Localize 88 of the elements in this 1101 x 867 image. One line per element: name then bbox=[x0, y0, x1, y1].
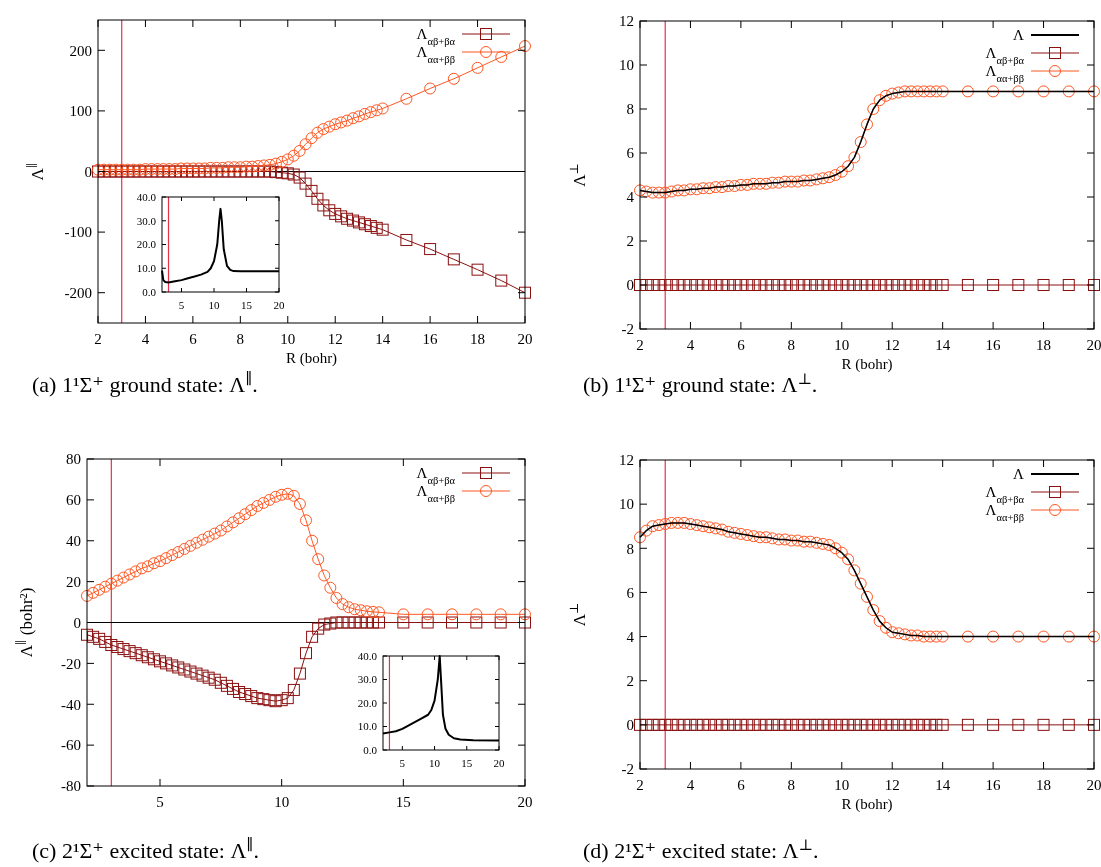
x-tick-label: 18 bbox=[470, 331, 486, 347]
y-tick-label: -80 bbox=[61, 778, 81, 795]
y-tick-label: 12 bbox=[619, 13, 634, 30]
y-tick-label: -2 bbox=[621, 761, 634, 778]
y-tick-label: -60 bbox=[61, 737, 81, 754]
y-tick-label: 30.0 bbox=[136, 214, 157, 227]
y-tick-label: -2 bbox=[621, 321, 634, 338]
x-tick-label: 8 bbox=[236, 331, 245, 347]
text: (b) 1¹Σ⁺ ground state: Λ$^{⊥}$. bbox=[583, 369, 818, 397]
x-tick-label: 12 bbox=[884, 777, 900, 793]
y-tick-label: 4 bbox=[626, 628, 635, 645]
x-tick-label: 16 bbox=[422, 331, 439, 347]
x-tick-label: 14 bbox=[935, 777, 951, 793]
y-tick-label: 80 bbox=[66, 451, 81, 468]
x-tick-label: 6 bbox=[737, 777, 746, 793]
y-tick-label: 8 bbox=[626, 540, 634, 557]
y-tick-label: 0 bbox=[73, 614, 81, 631]
x-tick-label: 10 bbox=[429, 757, 441, 769]
y-tick-label: -20 bbox=[61, 655, 81, 672]
y-tick-label: 0 bbox=[626, 717, 634, 734]
y-tick-label: 2 bbox=[626, 672, 634, 689]
y-tick-label: 4 bbox=[626, 189, 635, 206]
x-tick-label: 20 bbox=[1086, 337, 1101, 353]
y-tick-label: 0.0 bbox=[363, 743, 378, 756]
y-tick-label: 0 bbox=[626, 277, 634, 294]
y-tick-label: 12 bbox=[619, 452, 634, 469]
x-tick-label: 15 bbox=[395, 794, 411, 810]
y-tick-label: -40 bbox=[61, 696, 81, 713]
x-tick-label: 10 bbox=[274, 794, 290, 810]
x-tick-label: 12 bbox=[884, 337, 900, 353]
x-axis-title: R (bohr) bbox=[841, 356, 893, 373]
y-tick-label: 0 bbox=[84, 163, 92, 180]
y-tick-label: 20.0 bbox=[136, 238, 157, 251]
x-tick-label: 2 bbox=[94, 331, 102, 347]
x-tick-label: 10 bbox=[834, 337, 850, 353]
x-tick-label: 18 bbox=[1036, 777, 1052, 793]
y-tick-label: 10 bbox=[619, 496, 634, 513]
text: (d) 2¹Σ⁺ excited state: Λ$^{⊥}$. bbox=[583, 835, 819, 863]
x-tick-label: 5 bbox=[156, 794, 164, 810]
x-tick-label: 20 bbox=[1086, 777, 1101, 793]
x-tick-label: 14 bbox=[935, 337, 951, 353]
y-tick-label: 20 bbox=[66, 573, 81, 590]
x-tick-label: 16 bbox=[985, 777, 1002, 793]
y-tick-label: 10.0 bbox=[136, 262, 157, 275]
x-tick-label: 16 bbox=[985, 337, 1002, 353]
text: (a) 1¹Σ⁺ ground state: Λ$^{∥}$. bbox=[32, 369, 258, 397]
x-tick-label: 5 bbox=[399, 757, 406, 769]
y-tick-label: 40 bbox=[66, 533, 81, 549]
y-tick-label: 100 bbox=[69, 103, 92, 120]
x-tick-label: 15 bbox=[461, 757, 473, 769]
y-tick-label: 40.0 bbox=[357, 649, 378, 662]
y-tick-label: -200 bbox=[64, 284, 92, 301]
y-tick-label: 6 bbox=[626, 584, 635, 601]
y-tick-label: 6 bbox=[626, 145, 635, 162]
x-tick-label: 4 bbox=[686, 777, 695, 793]
x-axis-title: R (bohr) bbox=[285, 350, 338, 367]
x-tick-label: 12 bbox=[327, 331, 343, 347]
x-tick-label: 20 bbox=[517, 331, 533, 347]
x-tick-label: 8 bbox=[787, 777, 796, 793]
x-tick-label: 10 bbox=[280, 331, 296, 347]
x-tick-label: 14 bbox=[375, 331, 391, 347]
y-tick-label: 20.0 bbox=[357, 696, 378, 709]
x-tick-label: 10 bbox=[834, 777, 850, 793]
y-tick-label: 60 bbox=[66, 492, 81, 509]
x-tick-label: 20 bbox=[517, 794, 533, 810]
y-tick-label: 0.0 bbox=[142, 285, 157, 298]
x-tick-label: 8 bbox=[787, 337, 796, 353]
y-tick-label: 30.0 bbox=[357, 673, 378, 686]
y-tick-label: 40.0 bbox=[136, 190, 157, 203]
x-tick-label: 4 bbox=[686, 337, 695, 353]
y-tick-label: 8 bbox=[626, 101, 634, 118]
y-tick-label: 10 bbox=[619, 57, 634, 74]
text: (c) 2¹Σ⁺ excited state: Λ$^{∥}$. bbox=[32, 835, 259, 863]
x-tick-label: 20 bbox=[273, 299, 285, 311]
x-tick-label: 18 bbox=[1036, 337, 1052, 353]
legend-label: Λ bbox=[1013, 465, 1025, 482]
y-tick-label: 10.0 bbox=[357, 720, 378, 733]
y-tick-label: -100 bbox=[64, 224, 92, 241]
x-tick-label: 6 bbox=[189, 331, 198, 347]
x-tick-label: 15 bbox=[241, 299, 253, 311]
x-tick-label: 20 bbox=[493, 757, 505, 769]
x-axis-title: R (bohr) bbox=[841, 796, 893, 813]
legend-label: Λ bbox=[1013, 26, 1025, 43]
x-tick-label: 10 bbox=[208, 299, 220, 311]
x-tick-label: 6 bbox=[737, 337, 746, 353]
x-tick-label: 5 bbox=[178, 299, 185, 311]
y-tick-label: 2 bbox=[626, 233, 634, 250]
y-tick-label: 200 bbox=[69, 42, 92, 59]
